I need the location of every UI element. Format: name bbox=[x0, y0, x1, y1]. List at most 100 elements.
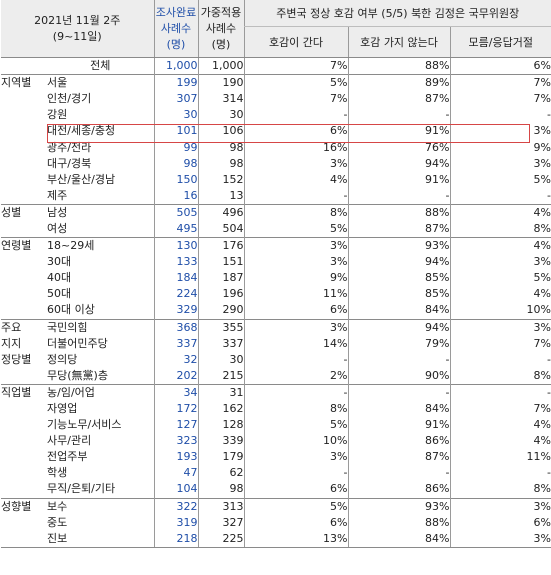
sample-count: 34 bbox=[153, 383, 198, 401]
pct-unfavorable: 88% bbox=[347, 57, 450, 75]
group-label bbox=[1, 221, 47, 238]
sample-count: 172 bbox=[153, 400, 198, 418]
group-label: 지역별 bbox=[1, 74, 47, 92]
pct-dont-know: 4% bbox=[449, 433, 551, 450]
pct-favorable: 7% bbox=[243, 91, 348, 108]
pct-dont-know: - bbox=[449, 187, 551, 205]
weighted-count: 176 bbox=[197, 237, 244, 255]
pct-dont-know: 4% bbox=[449, 203, 551, 221]
weighted-count: 225 bbox=[197, 530, 244, 548]
pct-unfavorable: 94% bbox=[347, 254, 450, 271]
survey-results-table: 2021년 11월 2주 (9~11일) 조사완료 사례수 (명) 가중적용 사… bbox=[1, 0, 551, 548]
pct-unfavorable: - bbox=[347, 465, 450, 482]
pct-dont-know: 5% bbox=[449, 171, 551, 188]
pct-dont-know: 3% bbox=[449, 530, 551, 548]
pct-unfavorable: 91% bbox=[347, 171, 450, 188]
table-row: 직업별 농/임/어업 34 31- - - bbox=[1, 383, 551, 401]
group-label bbox=[1, 91, 47, 107]
pct-favorable: 13% bbox=[243, 530, 348, 548]
table-row: 자영업 172 162 8% 84% 7% bbox=[1, 400, 551, 418]
group-label: 주요 bbox=[1, 318, 47, 336]
pct-unfavorable: - bbox=[347, 187, 450, 205]
weighted-count: 128 bbox=[197, 417, 244, 434]
table-row: 성향별 보수 322 313 5% 93% 3% bbox=[1, 497, 551, 515]
pct-favorable: 6% bbox=[243, 514, 348, 531]
subgroup-label: 농/임/어업 bbox=[47, 383, 154, 401]
pct-favorable: 5% bbox=[243, 497, 348, 515]
weighted-count: 327 bbox=[197, 514, 244, 531]
pct-favorable: 8% bbox=[243, 203, 348, 221]
sample-count: 150 bbox=[153, 171, 198, 188]
pct-unfavorable: 84% bbox=[347, 302, 450, 319]
pct-favorable: 5% bbox=[243, 74, 348, 92]
pct-favorable: 14% bbox=[243, 335, 348, 352]
pct-dont-know: 4% bbox=[449, 417, 551, 434]
weighted-count: 314 bbox=[197, 91, 244, 108]
group-label bbox=[1, 465, 47, 481]
pct-unfavorable: 90% bbox=[347, 367, 450, 385]
weighted-count: 106 bbox=[197, 123, 244, 140]
group-label bbox=[1, 286, 47, 302]
group-label bbox=[1, 449, 47, 465]
pct-unfavorable: 79% bbox=[347, 335, 450, 352]
table-row: 대전/세종/충청 101 106 6% 91% 3% bbox=[1, 123, 551, 140]
weighted-size-header: 가중적용 사례수 (명) bbox=[197, 0, 244, 58]
pct-favorable: 6% bbox=[243, 481, 348, 499]
subgroup-label: 강원 bbox=[47, 108, 68, 122]
pct-favorable: 3% bbox=[243, 449, 348, 466]
pct-unfavorable: - bbox=[347, 351, 450, 368]
weighted-count: 31 bbox=[197, 383, 244, 401]
table-row: 중도 319 327 6% 88% 6% bbox=[1, 514, 551, 531]
pct-unfavorable: 76% bbox=[347, 139, 450, 156]
group-label bbox=[1, 58, 47, 75]
sample-count: 32 bbox=[153, 351, 198, 368]
sample-count: 218 bbox=[153, 530, 198, 548]
weighted-count: 162 bbox=[197, 400, 244, 418]
weighted-count: 30 bbox=[197, 351, 244, 368]
subgroup-label: 여성 bbox=[47, 221, 68, 235]
group-label bbox=[1, 302, 47, 319]
group-label bbox=[1, 139, 47, 155]
pct-dont-know: - bbox=[449, 351, 551, 368]
pct-favorable: 5% bbox=[243, 220, 348, 238]
sample-count: 130 bbox=[153, 237, 198, 255]
subgroup-label: 전체 bbox=[90, 59, 111, 73]
pct-dont-know: 8% bbox=[449, 481, 551, 499]
table-row: 40대 184 187 9% 85% 5% bbox=[1, 270, 551, 287]
subgroup-label: 18~29세 bbox=[47, 237, 154, 255]
table-row: 기능노무/서비스 127 128 5% 91% 4% bbox=[1, 417, 551, 434]
weighted-count: 151 bbox=[197, 254, 244, 271]
group-label bbox=[1, 433, 47, 449]
weight-label-2: 사례수 bbox=[205, 21, 237, 35]
sample-label-2: 사례수 bbox=[160, 21, 192, 35]
weighted-count: 152 bbox=[197, 171, 244, 188]
weighted-count: 355 bbox=[197, 318, 244, 336]
weighted-count: 62 bbox=[197, 465, 244, 482]
table-row: 부산/울산/경남 150 152 4% 91% 5% bbox=[1, 171, 551, 188]
subgroup-label: 남성 bbox=[47, 203, 154, 221]
sample-count: 98 bbox=[153, 155, 198, 172]
group-label: 성별 bbox=[1, 203, 47, 221]
sample-count: 184 bbox=[153, 270, 198, 287]
pct-unfavorable: 87% bbox=[347, 91, 450, 108]
pct-unfavorable: 86% bbox=[347, 481, 450, 499]
subgroup-label: 보수 bbox=[47, 497, 154, 515]
sample-count: 30 bbox=[153, 107, 198, 124]
pct-unfavorable: 91% bbox=[347, 123, 450, 140]
weighted-count: 496 bbox=[197, 203, 244, 221]
option-favorable: 호감이 간다 bbox=[243, 26, 348, 58]
subgroup-label: 인천/경기 bbox=[47, 92, 92, 106]
table-row: 지지 더불어민주당 337 337 14% 79% 7% bbox=[1, 335, 551, 352]
pct-favorable: - bbox=[243, 383, 348, 401]
table-row: 지역별 서울 199 190 5% 89% 7% bbox=[1, 74, 551, 92]
sample-count: 505 bbox=[153, 203, 198, 221]
pct-dont-know: 3% bbox=[449, 318, 551, 336]
pct-unfavorable: 87% bbox=[347, 220, 450, 238]
table-row: 성별 남성 505 496 8% 88% 4% bbox=[1, 203, 551, 221]
pct-unfavorable: 85% bbox=[347, 286, 450, 303]
subgroup-label: 무직/은퇴/기타 bbox=[47, 482, 116, 496]
pct-dont-know: 7% bbox=[449, 400, 551, 418]
table-row: 무당(無黨)층 202 215 2% 90% 8% bbox=[1, 367, 551, 385]
pct-favorable: 5% bbox=[243, 417, 348, 434]
group-label bbox=[1, 417, 47, 433]
